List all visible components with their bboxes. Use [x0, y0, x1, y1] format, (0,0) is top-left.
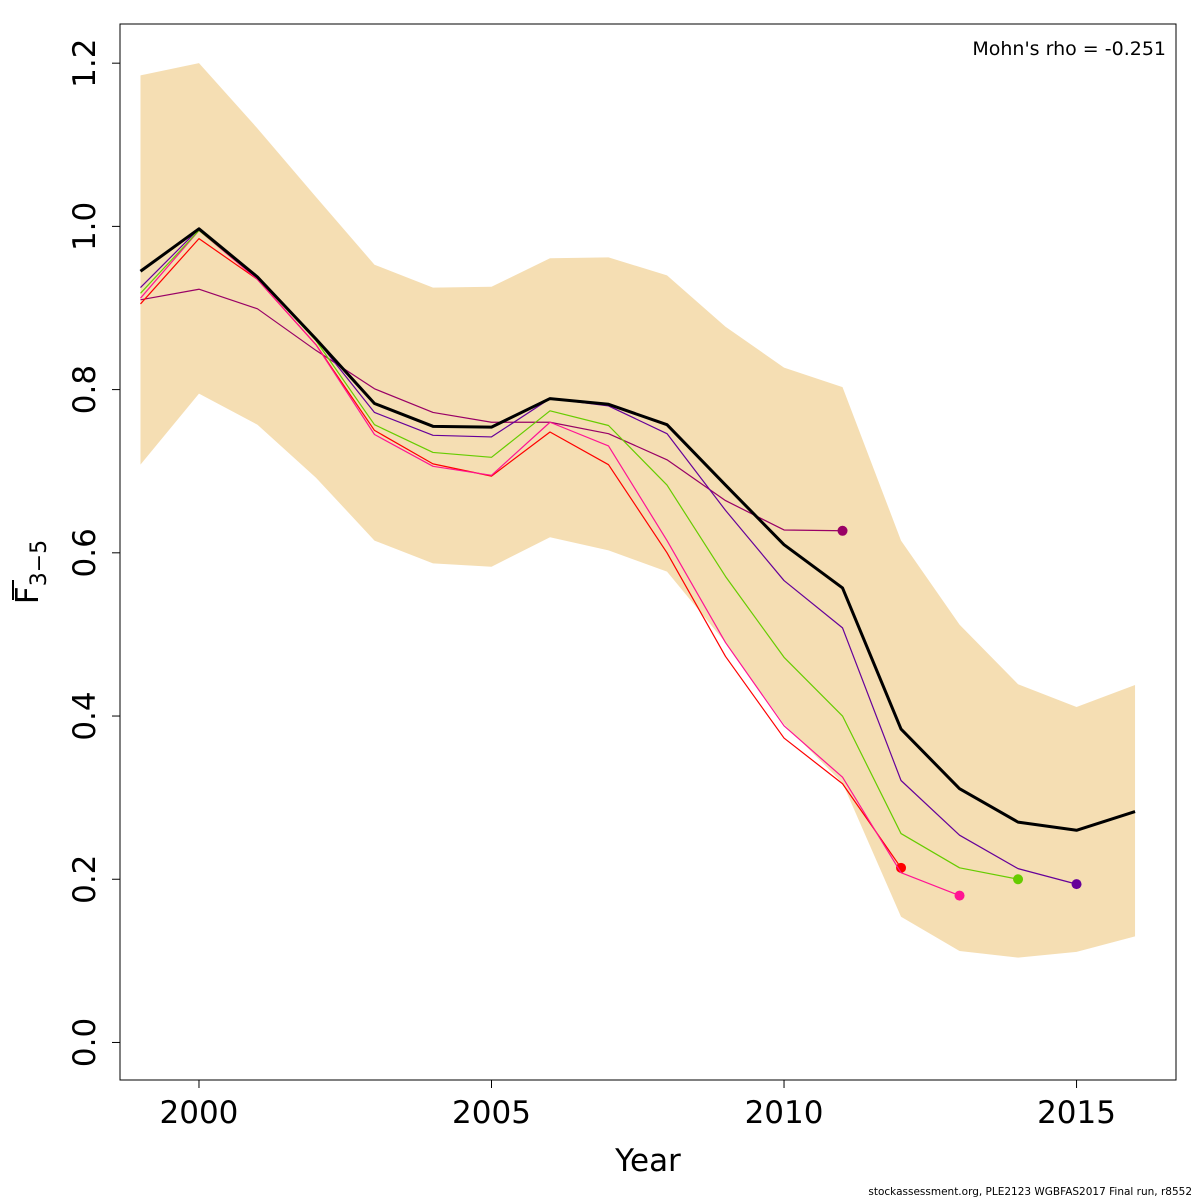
series-endpoint-retro-2011: [837, 525, 848, 536]
series-endpoint-retro-2014: [1013, 874, 1024, 885]
x-tick-label: 2000: [160, 1095, 239, 1131]
y-axis-title: F3−5: [10, 540, 52, 604]
y-axis-title-sub: 3−5: [27, 540, 52, 586]
svg-text:F3−5: F3−5: [10, 540, 52, 604]
footer-credit: stockassessment.org, PLE2123 WGBFAS2017 …: [868, 1186, 1192, 1198]
series-endpoint-retro-2013: [954, 890, 965, 901]
x-axis-title: Year: [614, 1143, 681, 1179]
y-tick-label: 1.2: [67, 39, 103, 88]
confidence-band: [140, 63, 1136, 958]
y-tick-label: 0.6: [67, 528, 103, 577]
y-tick-label: 0.8: [67, 365, 103, 414]
series-line-retro-2013: [140, 229, 960, 897]
y-tick-label: 0.2: [67, 855, 103, 904]
x-tick-label: 2010: [745, 1095, 824, 1131]
series-line-final-run: [139, 227, 1136, 832]
series-line-retro-2011: [140, 288, 843, 532]
y-tick-label: 1.0: [67, 202, 103, 251]
y-axis-title-main: F: [10, 586, 46, 604]
series-endpoint-retro-2012: [896, 862, 907, 873]
series-endpoint-retro-2015: [1071, 879, 1082, 890]
y-tick-label: 0.4: [67, 691, 103, 740]
x-tick-label: 2005: [452, 1095, 531, 1131]
y-tick-label: 0.0: [67, 1018, 103, 1067]
x-tick-label: 2015: [1037, 1095, 1116, 1131]
mohns-rho-annotation: Mohn's rho = -0.251: [972, 38, 1166, 60]
